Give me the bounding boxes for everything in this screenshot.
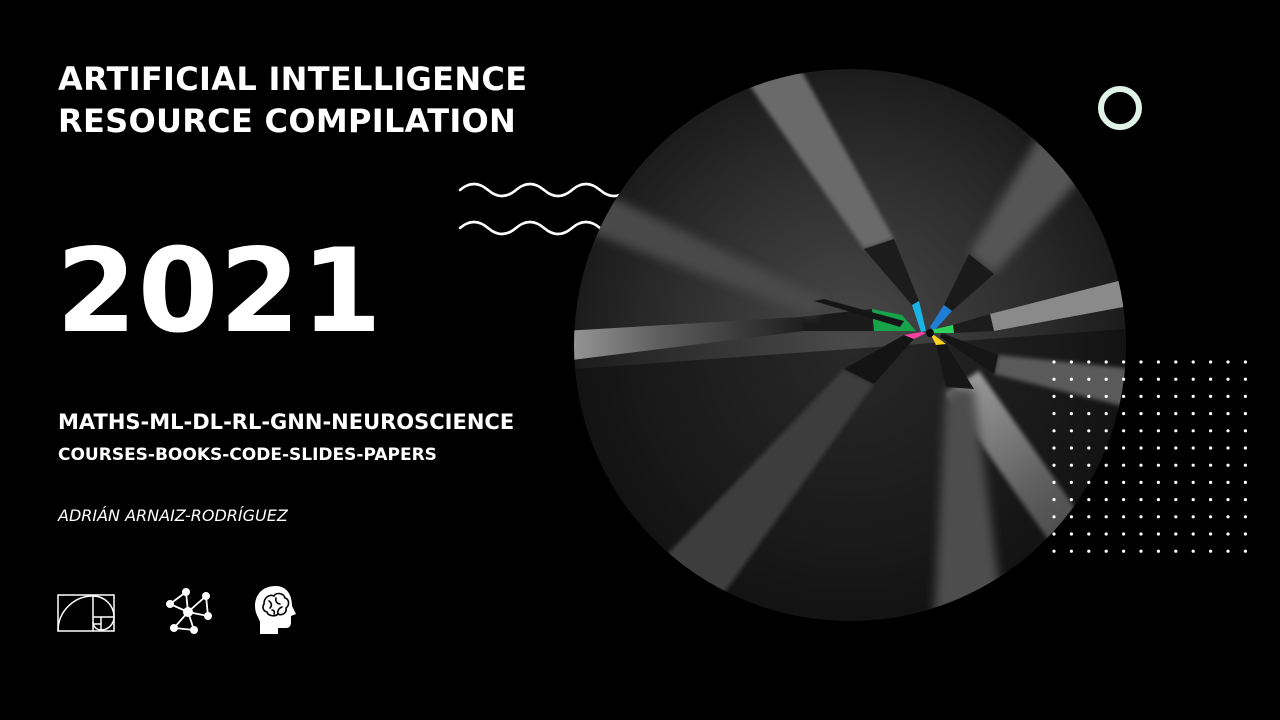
- ring-decoration: [1098, 86, 1142, 130]
- resources-line: COURSES-BOOKS-CODE-SLIDES-PAPERS: [58, 445, 437, 465]
- year-heading: 2021: [56, 224, 383, 359]
- pencils-photo: [574, 69, 1126, 621]
- topics-line: MATHS-ML-DL-RL-GNN-NEUROSCIENCE: [58, 410, 515, 434]
- network-graph-icon: [166, 588, 212, 634]
- title-line-1: ARTIFICIAL INTELLIGENCE: [58, 60, 528, 98]
- wave-lines-decoration: [458, 182, 630, 236]
- dot-grid-decoration: [1052, 360, 1247, 553]
- golden-ratio-icon: [57, 594, 115, 632]
- author-name: ADRIÁN ARNAIZ-RODRÍGUEZ: [58, 506, 288, 525]
- page-title: ARTIFICIAL INTELLIGENCE RESOURCE COMPILA…: [58, 58, 527, 142]
- title-line-2: RESOURCE COMPILATION: [58, 102, 517, 140]
- brain-head-icon: [255, 586, 296, 634]
